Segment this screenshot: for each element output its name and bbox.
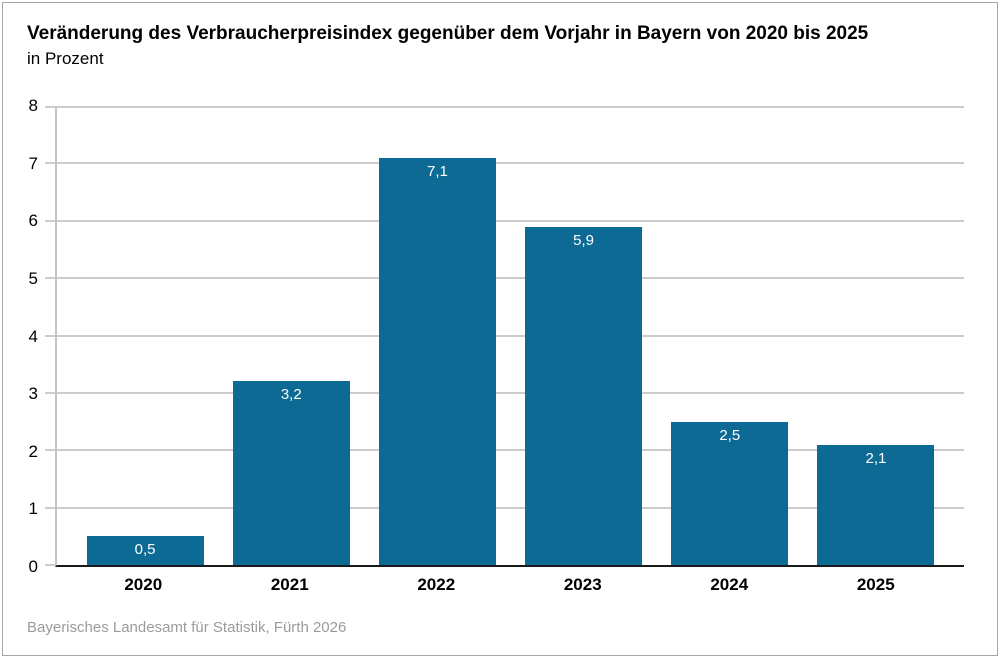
y-axis-tick-1 (45, 506, 55, 509)
plot-area: 0,5 3,2 7,1 5,9 2,5 2,1 (45, 106, 964, 567)
y-axis-labels: 0 1 2 3 4 5 6 7 8 (0, 97, 38, 576)
bar-2022: 7,1 (378, 157, 496, 565)
bar-slot-2020: 0,5 (72, 106, 218, 565)
source-note: Bayerisches Landesamt für Statistik, Für… (27, 619, 347, 636)
y-axis-tick-2 (45, 449, 55, 452)
bar-value-label-2024: 2,5 (719, 426, 741, 444)
gridline-8 (57, 106, 964, 108)
y-axis-tick-3 (45, 391, 55, 394)
y-axis-tick-8 (45, 106, 55, 108)
bar-2025: 2,1 (817, 444, 935, 565)
gridline-5 (57, 277, 964, 280)
bar-slot-2023: 5,9 (511, 106, 657, 565)
y-tick-label-6: 6 (28, 211, 38, 231)
chart-subtitle: in Prozent (27, 49, 104, 68)
bar-slot-2022: 7,1 (364, 106, 510, 565)
bar-slot-2024: 2,5 (657, 106, 803, 565)
y-axis-tick-5 (45, 277, 55, 280)
y-tick-label-3: 3 (28, 384, 38, 404)
x-tick-label-2022: 2022 (417, 575, 456, 594)
y-axis-tick-6 (45, 219, 55, 222)
x-tick-label-2024: 2024 (710, 575, 749, 594)
bar-value-label-2020: 0,5 (134, 541, 156, 559)
bar-value-label-2023: 5,9 (573, 231, 595, 249)
bar-value-label-2021: 3,2 (280, 386, 302, 404)
gridline-2 (57, 449, 964, 452)
bar-2020: 0,5 (86, 536, 204, 565)
y-axis-tick-7 (45, 162, 55, 165)
bar-value-label-2022: 7,1 (426, 162, 448, 180)
x-tick-label-2023: 2023 (563, 575, 602, 594)
bars-container: 0,5 3,2 7,1 5,9 2,5 2,1 (57, 106, 964, 565)
bar-2024: 2,5 (671, 421, 789, 565)
bar-slot-2025: 2,1 (803, 106, 949, 565)
y-tick-label-7: 7 (28, 153, 38, 173)
y-axis-tick-4 (45, 334, 55, 337)
bar-value-label-2025: 2,1 (865, 449, 887, 467)
x-tick-label-2025: 2025 (856, 575, 895, 594)
chart-title: Veränderung des Verbraucherpreisindex ge… (27, 23, 869, 44)
gridline-1 (57, 506, 964, 509)
y-tick-label-8: 8 (28, 96, 38, 115)
y-tick-label-5: 5 (28, 268, 38, 288)
bar-2021: 3,2 (232, 381, 350, 565)
bar-2023: 5,9 (525, 226, 643, 565)
gridline-3 (57, 391, 964, 394)
y-axis-tick-0 (45, 564, 55, 566)
gridline-4 (57, 334, 964, 337)
y-tick-label-2: 2 (28, 441, 38, 461)
y-tick-label-4: 4 (28, 326, 38, 346)
gridline-7 (57, 162, 964, 165)
y-tick-label-1: 1 (28, 499, 38, 519)
x-tick-label-2021: 2021 (270, 575, 309, 594)
y-tick-label-0: 0 (28, 557, 38, 576)
x-tick-label-2020: 2020 (124, 575, 163, 594)
bar-slot-2021: 3,2 (218, 106, 364, 565)
gridline-6 (57, 219, 964, 222)
title-block: Veränderung des Verbraucherpreisindex ge… (27, 21, 868, 70)
x-axis-labels: 2020 2021 2022 2023 2024 2025 (55, 575, 964, 595)
